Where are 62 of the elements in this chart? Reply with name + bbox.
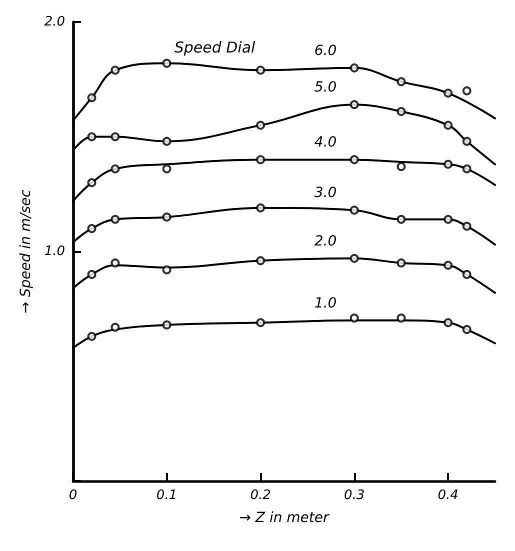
point — [350, 63, 359, 72]
point — [110, 132, 120, 142]
y-axis-title: → Speed in m/sec — [18, 189, 34, 314]
point — [444, 260, 453, 270]
point — [162, 265, 172, 274]
point — [350, 100, 359, 110]
point — [256, 256, 266, 266]
point — [87, 132, 96, 142]
series-label: 4.0 — [314, 134, 337, 151]
point — [110, 258, 120, 268]
point — [87, 93, 96, 102]
point — [396, 314, 406, 323]
point — [396, 258, 406, 268]
x-axis-title: → Z in meter — [239, 510, 330, 526]
point — [87, 270, 96, 279]
x-tick-label: 0.3 — [344, 488, 365, 503]
point — [462, 270, 472, 279]
point — [256, 120, 266, 130]
point — [396, 77, 406, 86]
point — [350, 206, 359, 215]
point — [444, 214, 453, 224]
point — [162, 320, 172, 330]
point — [256, 318, 266, 328]
x-tick-label: 0.4 — [438, 488, 458, 503]
point — [444, 120, 453, 130]
point — [162, 136, 172, 146]
point — [162, 212, 172, 222]
legend-title: Speed Dial — [174, 38, 256, 56]
point — [110, 214, 120, 224]
point — [444, 88, 453, 98]
point — [444, 160, 453, 169]
point — [110, 322, 120, 332]
point — [256, 155, 266, 164]
series-label: 3.0 — [314, 185, 337, 202]
point — [162, 164, 172, 174]
point — [350, 155, 359, 164]
point — [256, 203, 266, 212]
series-label: 1.0 — [314, 295, 337, 312]
point — [350, 314, 359, 323]
point — [87, 224, 96, 234]
point — [462, 222, 472, 231]
point — [462, 164, 472, 174]
point — [396, 107, 406, 116]
point — [350, 254, 359, 263]
x-tick-label: 0.2 — [250, 488, 271, 503]
point — [256, 66, 266, 75]
point — [110, 164, 120, 174]
series-label: 5.0 — [314, 80, 337, 96]
x-tick-label: 0.1 — [156, 488, 178, 503]
point — [396, 162, 406, 172]
point — [110, 66, 120, 75]
point — [462, 86, 472, 96]
x-tick-label: 0 — [68, 488, 78, 503]
point — [444, 318, 453, 328]
point — [462, 136, 472, 146]
point — [162, 58, 172, 68]
point — [396, 214, 406, 224]
point — [87, 178, 96, 188]
point — [87, 332, 96, 341]
series-label: 2.0 — [314, 233, 337, 250]
series-label: 6.0 — [314, 42, 337, 59]
point — [462, 325, 472, 334]
